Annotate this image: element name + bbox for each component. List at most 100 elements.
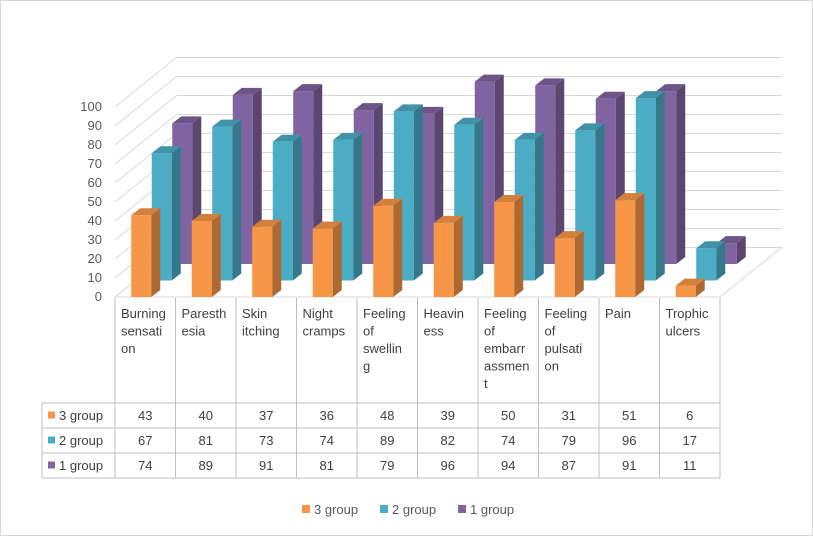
gridline-side [114, 95, 177, 146]
table-cell: 67 [138, 433, 152, 448]
bar-face [696, 248, 717, 281]
bar-top [454, 117, 484, 125]
category-label-line: Feeling [484, 306, 527, 321]
bar-top [353, 103, 383, 111]
bar-3-group-0 [131, 208, 161, 297]
category-label-line: on [545, 359, 559, 374]
bar-side [353, 132, 363, 281]
bar-side [716, 241, 726, 281]
y-tick-label: 20 [88, 251, 102, 266]
table-cell: 94 [501, 458, 515, 473]
table-cell: 39 [441, 408, 455, 423]
table-legend-key [48, 436, 55, 444]
y-tick-label: 90 [88, 118, 102, 133]
bar-side [292, 134, 302, 281]
legend-label: 2 group [392, 502, 436, 517]
table-cell: 91 [622, 458, 636, 473]
bar-side [676, 84, 686, 264]
bar-side [574, 231, 584, 297]
category-label-line: Heavin [424, 306, 464, 321]
y-tick-label: 0 [95, 289, 102, 304]
table-cell: 37 [259, 408, 273, 423]
bar-side [555, 78, 565, 265]
bar-top [191, 214, 221, 221]
category-label: Feeling of embarr assmen t [484, 306, 530, 391]
bar-side [393, 198, 403, 297]
bar-2-group-9 [696, 241, 726, 281]
bar-face [191, 221, 212, 297]
bar-face [494, 202, 515, 297]
legend: 3 group 2 group 1 group [302, 502, 514, 517]
bar-top [333, 132, 363, 140]
category-label-line: of [545, 324, 556, 339]
bar-top [293, 84, 323, 92]
category-label: Trophic ulcers [666, 306, 709, 339]
table-cell: 89 [199, 458, 213, 473]
bar-top [696, 241, 726, 249]
bar-top [535, 78, 565, 86]
bar-3-group-6 [494, 195, 524, 297]
category-label-line: ulcers [666, 324, 701, 339]
bar-top [494, 195, 524, 202]
bar-side [453, 215, 463, 297]
table-cell: 51 [622, 408, 636, 423]
gridline-side [114, 133, 177, 184]
category-label-line: Paresth [182, 306, 227, 321]
bar-side [171, 146, 181, 281]
bar-face [131, 215, 152, 297]
category-label-line: g [363, 359, 370, 374]
category-label: Feeling of pulsati on [545, 306, 588, 374]
y-tick-label: 60 [88, 175, 102, 190]
table-cell: 79 [562, 433, 576, 448]
table-cell: 89 [380, 433, 394, 448]
bar-top [675, 278, 705, 286]
bar-3-group-4 [373, 198, 403, 297]
bar-side [736, 236, 746, 264]
category-label-line: Skin [242, 306, 267, 321]
bar-side [534, 132, 544, 281]
table-cell: 48 [380, 408, 394, 423]
table-row-label: 1 group [59, 458, 103, 473]
category-label-line: embarr [484, 341, 526, 356]
table-cell: 79 [380, 458, 394, 473]
category-label: Skin itching [242, 306, 280, 339]
data-table: Burning sensati on Paresth esia Skin itching Ni… [41, 298, 721, 479]
gridline-side [114, 57, 177, 108]
category-label-line: of [363, 324, 374, 339]
bar-top [212, 119, 242, 127]
bar-face [252, 226, 273, 297]
table-cell: 96 [441, 458, 455, 473]
bar-side [211, 214, 221, 297]
table-legend-key [48, 461, 55, 469]
bar-top [151, 146, 181, 154]
table-cell: 50 [501, 408, 515, 423]
table-cell: 74 [320, 433, 334, 448]
y-tick-label: 30 [88, 232, 102, 247]
bar-top [514, 132, 544, 140]
table-row-label: 3 group [59, 408, 103, 423]
bar-side [655, 91, 665, 281]
bar-top [554, 231, 584, 239]
bar-side [252, 87, 262, 265]
y-tick-label: 70 [88, 156, 102, 171]
bar-side [695, 278, 705, 297]
gridline-side [114, 114, 177, 165]
category-label-line: Feeling [545, 306, 588, 321]
bars [131, 74, 746, 297]
bar-top [272, 134, 302, 142]
category-label-line: itching [242, 324, 280, 339]
y-tick-label: 100 [80, 99, 102, 114]
category-label-line: Burning [121, 306, 166, 321]
category-label: Burning sensati on [121, 306, 166, 356]
category-label-line: esia [182, 324, 207, 339]
bar-face [433, 222, 454, 297]
category-label-line: Trophic [666, 306, 709, 321]
table-cell: 74 [501, 433, 515, 448]
category-label: Pain [605, 306, 631, 321]
bar-top [656, 84, 686, 92]
bar-side [595, 123, 605, 281]
bar-side [514, 195, 524, 297]
bar-3-group-1 [191, 214, 221, 297]
bar-side [313, 84, 323, 264]
bar-top [131, 208, 161, 216]
